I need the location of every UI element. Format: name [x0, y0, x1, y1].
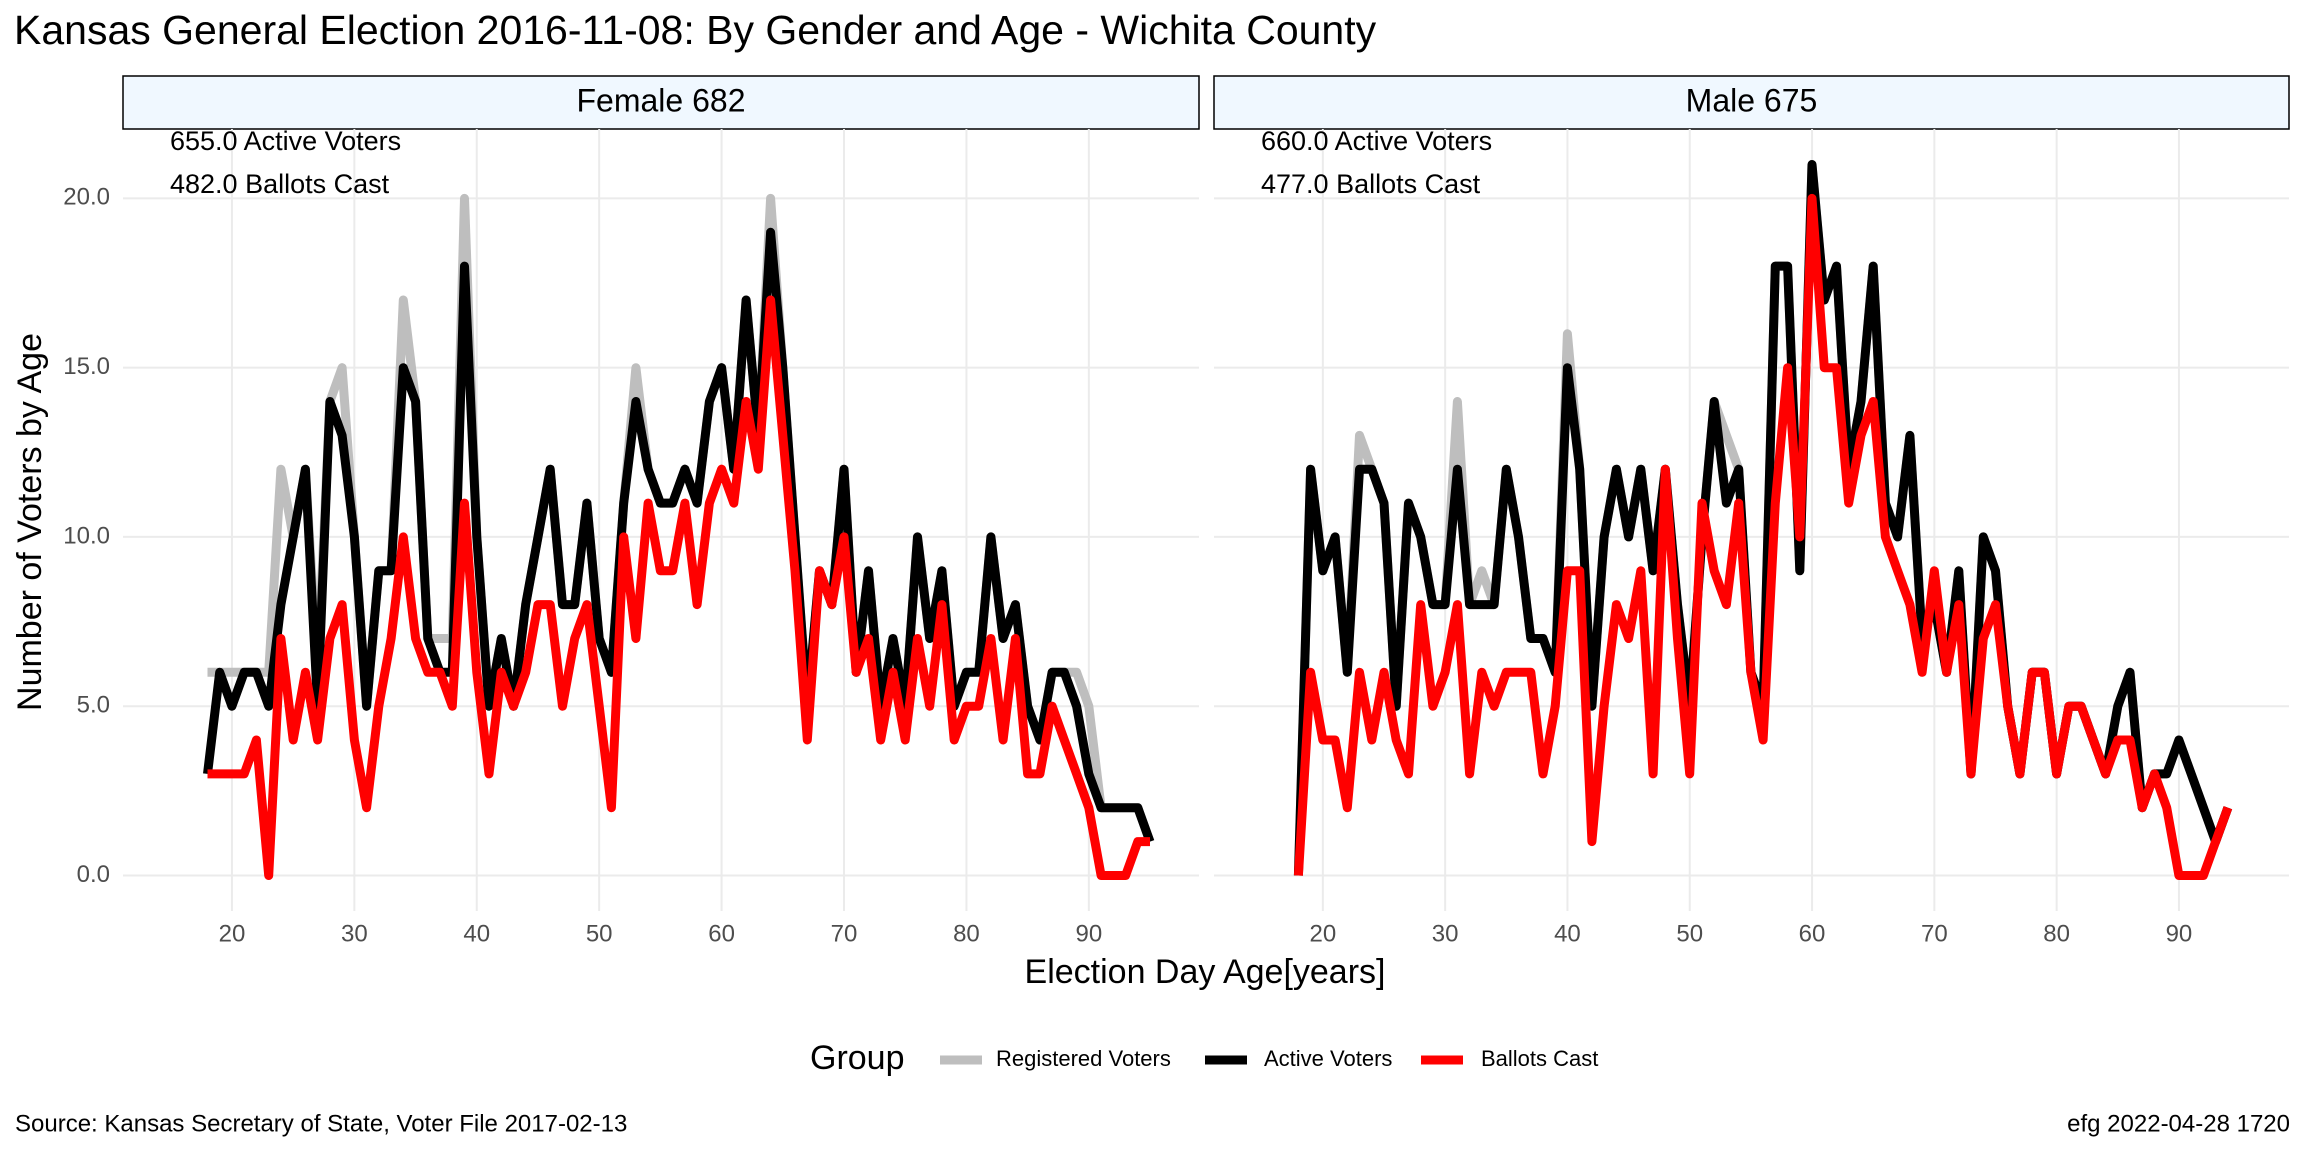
y-tick-label: 20.0: [63, 184, 110, 211]
series-line: [203, 227, 1155, 844]
series-line: [1293, 160, 2233, 876]
series-line: [1293, 193, 2233, 880]
series-line: [1293, 160, 2233, 876]
x-tick-label: 70: [1921, 920, 1948, 947]
x-tick-label: 90: [1075, 920, 1102, 947]
x-tick-label: 20: [219, 920, 246, 947]
legend-label: Registered Voters: [996, 1046, 1171, 1071]
series-line: [207, 295, 1150, 880]
x-tick-label: 80: [2043, 920, 2070, 947]
x-tick-label: 50: [586, 920, 613, 947]
x-tick-label: 60: [1799, 920, 1826, 947]
chart-title: Kansas General Election 2016-11-08: By G…: [14, 7, 1377, 53]
annotation: 482.0 Ballots Cast: [170, 169, 390, 199]
x-tick-label: 40: [1554, 920, 1581, 947]
y-tick-label: 0.0: [77, 861, 110, 888]
legend-label: Ballots Cast: [1481, 1046, 1598, 1071]
x-tick-label: 60: [708, 920, 735, 947]
x-tick-label: 50: [1676, 920, 1703, 947]
x-tick-label: 30: [1432, 920, 1459, 947]
facet-strip: [122, 75, 1200, 130]
source-caption: Source: Kansas Secretary of State, Voter…: [15, 1110, 627, 1137]
facet-title: Female 682: [577, 82, 746, 118]
x-tick-label: 30: [341, 920, 368, 947]
annotation: 477.0 Ballots Cast: [1261, 169, 1481, 199]
legend-label: Active Voters: [1264, 1046, 1392, 1071]
x-tick-label: 80: [953, 920, 980, 947]
y-tick-label: 5.0: [77, 692, 110, 719]
facet-strip: [1213, 75, 2290, 130]
y-axis-label: Number of Voters by Age: [11, 333, 49, 711]
x-tick-label: 70: [831, 920, 858, 947]
x-tick-label: 90: [2166, 920, 2193, 947]
facet-title: Male 675: [1686, 82, 1818, 118]
annotation: 660.0 Active Voters: [1261, 126, 1492, 156]
annotation: 655.0 Active Voters: [170, 126, 401, 156]
y-tick-label: 10.0: [63, 522, 110, 549]
x-tick-label: 20: [1309, 920, 1336, 947]
x-tick-label: 40: [463, 920, 490, 947]
legend-title: Group: [810, 1039, 905, 1077]
y-tick-label: 15.0: [63, 353, 110, 380]
credit-caption: efg 2022-04-28 1720: [2067, 1110, 2290, 1137]
x-axis-label: Election Day Age[years]: [1025, 953, 1386, 991]
